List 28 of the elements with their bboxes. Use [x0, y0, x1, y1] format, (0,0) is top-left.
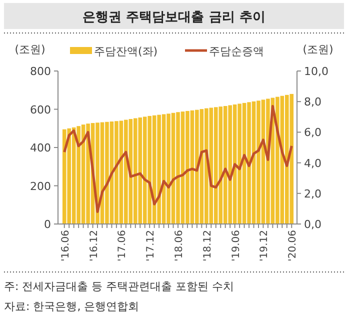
- y-tick-label: 400: [30, 142, 51, 154]
- x-tick-label: '19.12: [259, 230, 270, 262]
- y2-tick-label: 6,0: [304, 126, 322, 140]
- legend-label: 주담잔액(좌): [94, 45, 158, 58]
- x-tick-label: '20.06: [288, 230, 299, 262]
- x-tick-label: '17.06: [117, 230, 128, 262]
- text: 자료: 한국은행, 은행연합회: [4, 300, 140, 313]
- y2-tick-label: 10,0: [304, 65, 328, 78]
- x-tick-label: '18.06: [174, 230, 185, 262]
- y-tick-label: 600: [30, 103, 51, 116]
- y2-tick-label: 0,0: [304, 218, 322, 231]
- line-series: [63, 104, 293, 214]
- x-tick-label: '19.06: [230, 230, 242, 262]
- y-tick-label: 0: [44, 218, 51, 231]
- y-axis-title: (조원): [14, 43, 46, 56]
- y2-tick-label: 4,0: [304, 156, 322, 170]
- x-tick-label: '17.12: [146, 230, 157, 262]
- y2-axis-title: (조원): [302, 43, 334, 56]
- y2-tick-label: 8,0: [304, 96, 322, 109]
- text: 주: 전세자금대출 등 주택관련대출 포함된 수치: [4, 280, 234, 293]
- y2-tick-label: 2,0: [304, 187, 322, 200]
- x-tick-label: '18.12: [202, 230, 214, 262]
- legend-label: 주담순증액: [209, 45, 264, 58]
- y-tick-label: 800: [30, 65, 51, 78]
- x-tick-label: '16.06: [60, 230, 72, 262]
- x-tick-label: '16.12: [88, 230, 100, 262]
- chart-title: 은행권 주택담보대출 금리 추이: [82, 10, 266, 25]
- y-tick-label: 200: [30, 180, 51, 193]
